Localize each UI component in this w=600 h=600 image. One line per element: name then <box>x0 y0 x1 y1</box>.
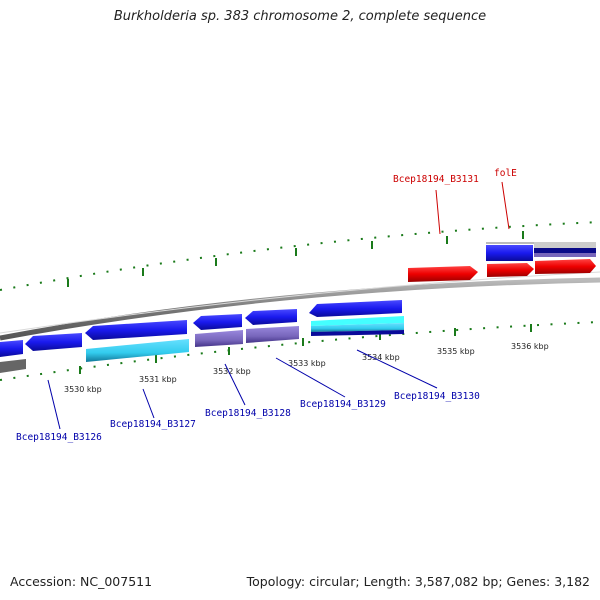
gene-arrow <box>309 300 402 317</box>
gene-label-bcep18194-b3128[interactable]: Bcep18194_B3128 <box>205 408 291 419</box>
ruler-label: 3531 kbp <box>139 375 177 384</box>
reverse-gene-labels: Bcep18194_B3126 Bcep18194_B3127 Bcep1819… <box>16 349 480 443</box>
gene-label-bcep18194-b3127[interactable]: Bcep18194_B3127 <box>110 419 196 430</box>
accession-text: Accession: NC_007511 <box>10 574 153 589</box>
gene-label-fole[interactable]: folE <box>494 168 517 179</box>
gene-arrow <box>486 245 533 261</box>
gene-arrow <box>535 259 596 274</box>
chromosome-backbone <box>0 271 600 341</box>
gene-label-bcep18194-b3131[interactable]: Bcep18194_B3131 <box>393 174 479 185</box>
ruler-label: 3532 kbp <box>213 367 251 376</box>
gene-arrow <box>487 263 534 277</box>
forward-gene-labels: Bcep18194_B3131 folE <box>393 168 517 235</box>
ruler-label: 3533 kbp <box>288 359 326 368</box>
map-title: Burkholderia sp. 383 chromosome 2, compl… <box>113 9 487 24</box>
gene-arrow <box>534 248 596 253</box>
gene-arrow <box>408 266 478 282</box>
ruler-label: 3530 kbp <box>64 385 102 394</box>
gene-arrow <box>0 340 23 357</box>
gene-arrow <box>25 333 82 351</box>
gene-label-bcep18194-b3130[interactable]: Bcep18194_B3130 <box>394 391 480 402</box>
reverse-strand-features <box>0 300 404 373</box>
gene-arrow <box>193 314 242 330</box>
gene-arrow <box>85 320 187 340</box>
ruler-label: 3536 kbp <box>511 342 549 351</box>
gene-label-bcep18194-b3129[interactable]: Bcep18194_B3129 <box>300 399 386 410</box>
forward-strand-features <box>408 242 596 282</box>
gene-arrow <box>534 253 596 257</box>
ruler-label: 3535 kbp <box>437 347 475 356</box>
topology-text: Topology: circular; Length: 3,587,082 bp… <box>246 574 590 589</box>
gene-label-bcep18194-b3126[interactable]: Bcep18194_B3126 <box>16 432 102 443</box>
gene-arrow <box>245 309 297 325</box>
ruler-labels: 3530 kbp 3531 kbp 3532 kbp 3533 kbp 3534… <box>64 342 549 394</box>
ruler-label: 3534 kbp <box>362 353 400 362</box>
